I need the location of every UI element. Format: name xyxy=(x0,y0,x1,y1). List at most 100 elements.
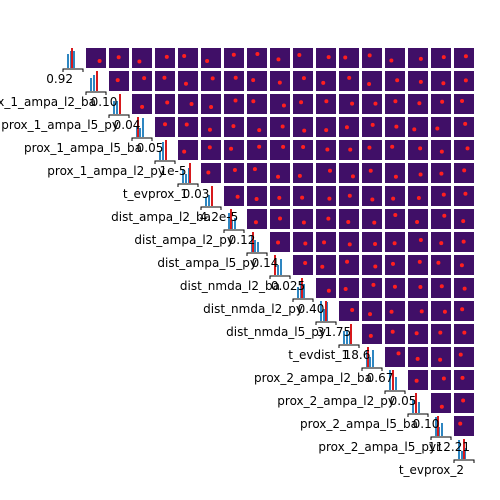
reference-marker xyxy=(463,121,468,126)
reference-marker xyxy=(252,167,257,172)
reference-marker xyxy=(232,168,237,173)
reference-marker xyxy=(346,219,351,224)
density-panel-9-12 xyxy=(339,255,359,275)
diag-label-8: dist_ampa_l5_py xyxy=(157,256,257,270)
reference-marker xyxy=(277,80,282,85)
density-background xyxy=(454,186,474,206)
density-background xyxy=(247,48,267,68)
value-label-4: 1e-5 xyxy=(160,164,187,178)
diag-label-0: 0.92 xyxy=(46,72,73,86)
density-panel-2-7 xyxy=(224,94,244,114)
hist-bar xyxy=(372,350,374,367)
hist-bar xyxy=(182,169,184,183)
reference-marker xyxy=(461,398,466,403)
density-background xyxy=(201,140,221,160)
reference-marker xyxy=(327,168,332,173)
reference-marker xyxy=(462,168,467,173)
hist-bar xyxy=(159,151,161,160)
reference-marker xyxy=(320,264,325,269)
diag-hist-1 xyxy=(85,71,107,95)
reference-marker xyxy=(416,195,421,200)
density-background xyxy=(408,117,428,137)
density-panel-2-13 xyxy=(362,94,382,114)
density-panel-6-10 xyxy=(293,186,313,206)
density-background xyxy=(339,232,359,252)
density-panel-6-7 xyxy=(224,186,244,206)
density-panel-5-13 xyxy=(362,163,382,183)
hist-reference-line xyxy=(230,209,232,229)
density-background xyxy=(454,163,474,183)
reference-marker xyxy=(231,52,236,57)
density-background xyxy=(293,48,313,68)
diag-label-5: t_evprox_1 xyxy=(123,187,188,201)
density-panel-3-12 xyxy=(339,117,359,137)
density-panel-2-8 xyxy=(247,94,267,114)
density-panel-5-9 xyxy=(270,163,290,183)
reference-marker xyxy=(441,376,446,381)
value-label-3: 0.05 xyxy=(137,141,164,155)
density-panel-12-15 xyxy=(408,324,428,344)
density-background xyxy=(385,301,405,321)
density-background xyxy=(316,94,336,114)
reference-marker xyxy=(116,55,121,60)
density-panel-1-13 xyxy=(362,71,382,91)
density-panel-0-5 xyxy=(178,48,198,68)
density-panel-7-13 xyxy=(362,209,382,229)
reference-marker xyxy=(458,421,463,426)
value-label-2: 0.04 xyxy=(114,118,141,132)
reference-marker xyxy=(209,104,214,109)
reference-marker xyxy=(389,58,394,63)
reference-marker xyxy=(415,356,420,361)
reference-marker xyxy=(390,329,395,334)
diag-hist-10 xyxy=(292,278,314,302)
density-panel-2-5 xyxy=(178,94,198,114)
diag-hist-16 xyxy=(430,416,452,440)
density-panel-0-14 xyxy=(385,48,405,68)
density-panel-9-11 xyxy=(316,255,336,275)
reference-marker xyxy=(165,100,170,105)
density-background xyxy=(408,301,428,321)
reference-marker xyxy=(343,286,348,291)
density-background xyxy=(454,370,474,390)
density-background xyxy=(408,278,428,298)
reference-marker xyxy=(367,53,372,58)
reference-marker xyxy=(326,288,331,293)
density-background xyxy=(454,48,474,68)
hist-reference-line xyxy=(189,163,191,183)
hist-bar xyxy=(139,128,141,137)
density-panel-0-12 xyxy=(339,48,359,68)
diag-label-3: prox_1_ampa_l5_ba xyxy=(24,141,142,155)
reference-marker xyxy=(251,99,256,104)
density-background xyxy=(385,94,405,114)
reference-marker xyxy=(182,54,187,59)
hist-bar xyxy=(297,287,299,298)
reference-marker xyxy=(439,404,444,409)
hist-bar xyxy=(458,440,460,459)
density-panel-7-12 xyxy=(339,209,359,229)
reference-marker xyxy=(164,54,169,59)
density-panel-3-7 xyxy=(224,117,244,137)
density-panel-4-7 xyxy=(224,140,244,160)
density-background xyxy=(431,94,451,114)
density-panel-11-15 xyxy=(408,301,428,321)
reference-marker xyxy=(300,195,305,200)
density-background xyxy=(431,347,451,367)
axis-bracket xyxy=(200,206,222,210)
density-background xyxy=(293,94,313,114)
density-background xyxy=(408,186,428,206)
value-label-16: 112.21 xyxy=(428,440,470,454)
hist-bar xyxy=(412,400,414,413)
density-panel-4-8 xyxy=(247,140,267,160)
density-background xyxy=(201,163,221,183)
reference-marker xyxy=(347,193,352,198)
reference-marker xyxy=(438,357,443,362)
density-panel-4-15 xyxy=(408,140,428,160)
density-background xyxy=(339,255,359,275)
diag-hist-12 xyxy=(338,324,360,348)
density-panel-4-12 xyxy=(339,140,359,160)
diag-hist-11 xyxy=(315,301,337,325)
density-panel-13-17 xyxy=(454,347,474,367)
reference-marker xyxy=(439,171,444,176)
density-background xyxy=(178,117,198,137)
reference-marker xyxy=(414,331,419,336)
